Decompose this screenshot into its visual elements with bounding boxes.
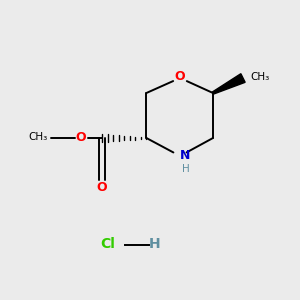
- Text: H: H: [182, 164, 189, 174]
- Text: CH₃: CH₃: [250, 72, 270, 82]
- Text: O: O: [175, 70, 185, 83]
- Text: O: O: [76, 130, 86, 144]
- Text: H: H: [149, 238, 160, 251]
- Text: N: N: [180, 148, 190, 162]
- Polygon shape: [212, 74, 245, 94]
- Text: Cl: Cl: [100, 238, 116, 251]
- Text: O: O: [97, 181, 107, 194]
- Text: CH₃: CH₃: [29, 132, 48, 142]
